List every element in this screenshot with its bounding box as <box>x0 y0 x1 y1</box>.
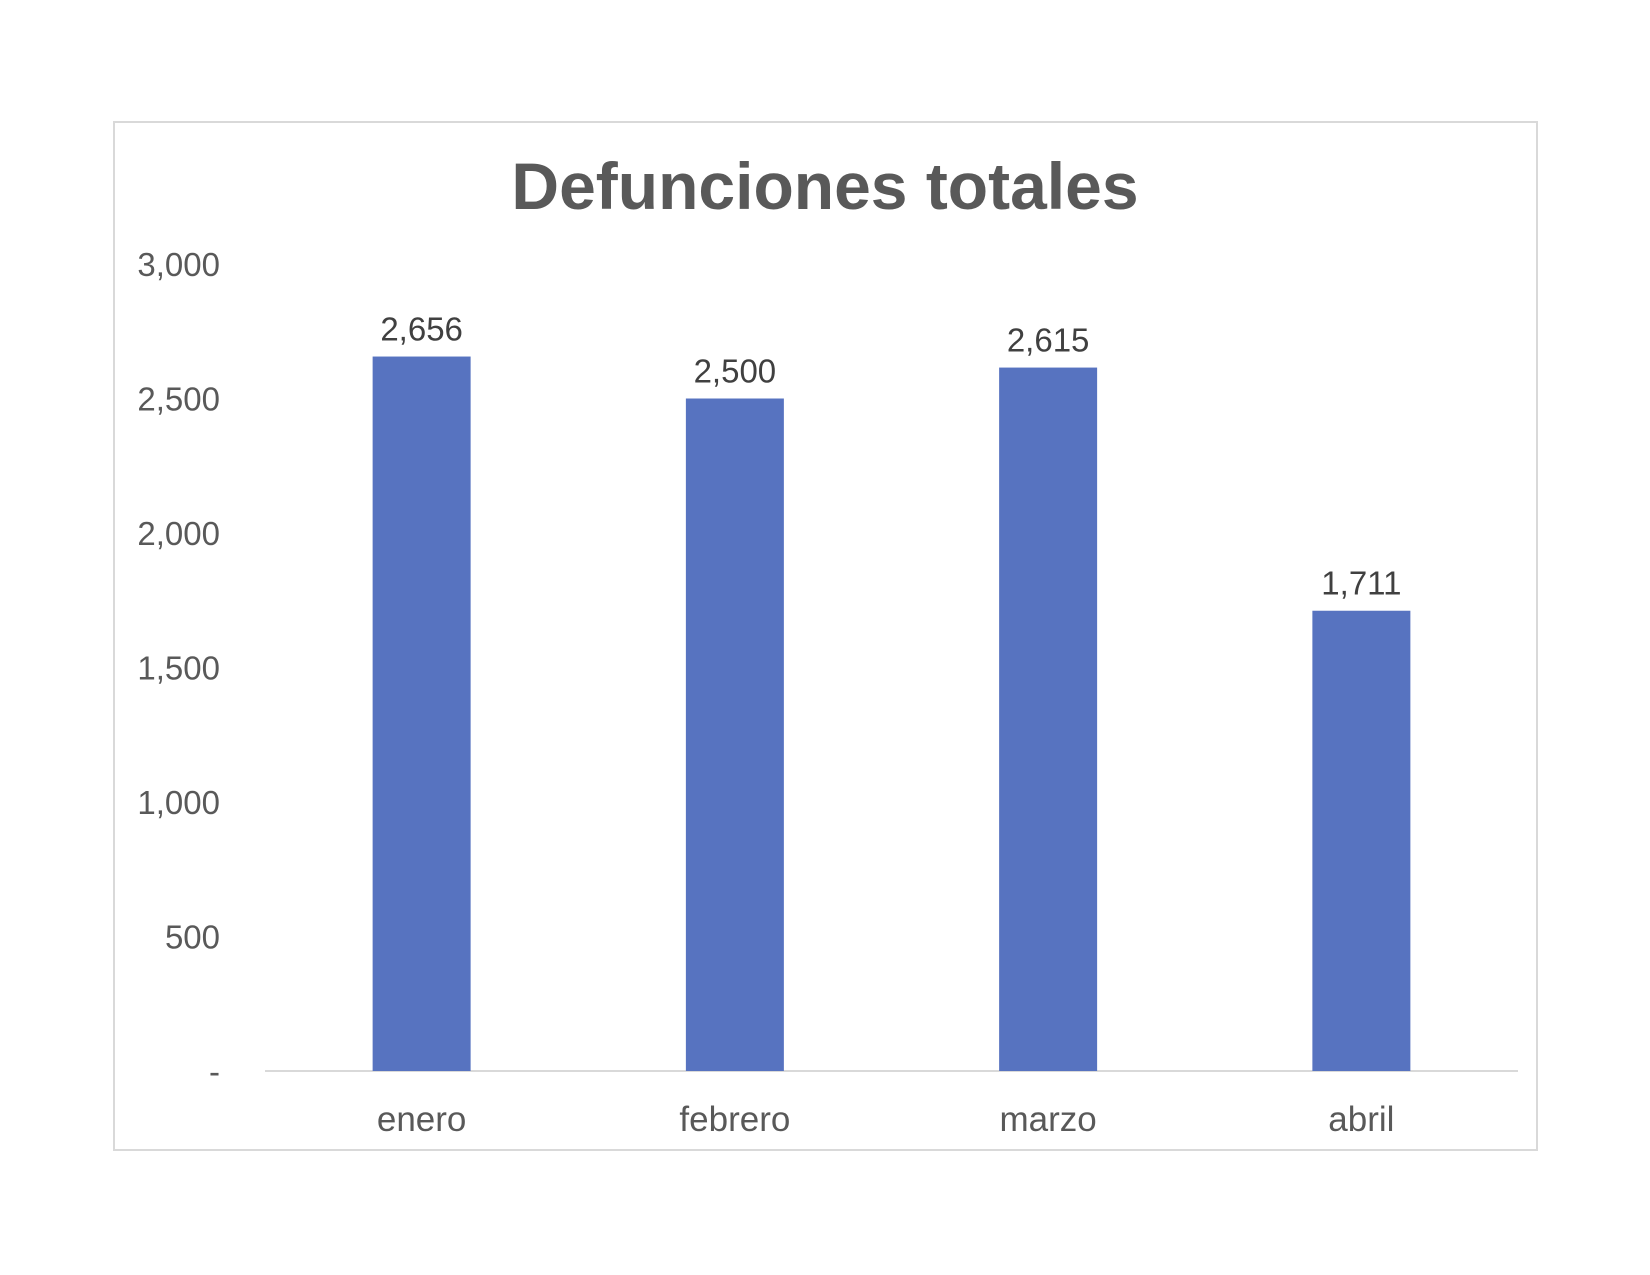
category-label: abril <box>1328 1100 1394 1139</box>
y-tick-label: 2,500 <box>137 381 220 418</box>
bars <box>372 356 1411 1071</box>
category-label: enero <box>377 1100 467 1139</box>
y-tick-label: 3,000 <box>137 246 220 283</box>
bar <box>685 398 784 1071</box>
data-label: 2,615 <box>1007 322 1090 359</box>
data-label: 1,711 <box>1321 565 1401 602</box>
data-label: 2,656 <box>380 311 463 348</box>
y-tick-label: 500 <box>165 919 220 956</box>
chart-title: Defunciones totales <box>511 149 1139 223</box>
y-tick-label: 1,000 <box>137 784 220 821</box>
y-axis-ticks: - 500 1,000 1,500 2,000 2,500 3,000 <box>137 246 220 1090</box>
y-tick-label: 2,000 <box>137 515 220 552</box>
category-label: marzo <box>1000 1100 1097 1139</box>
y-tick-label: 1,500 <box>137 650 220 687</box>
bar <box>999 367 1098 1071</box>
chart-frame <box>113 121 1538 1151</box>
bar <box>1312 610 1411 1071</box>
bar <box>372 356 471 1071</box>
y-tick-label: - <box>209 1053 220 1090</box>
category-label: febrero <box>679 1100 790 1139</box>
data-label: 2,500 <box>694 353 777 390</box>
category-labels: enero febrero marzo abril <box>377 1100 1395 1139</box>
data-labels: 2,656 2,500 2,615 1,711 <box>380 311 1401 602</box>
